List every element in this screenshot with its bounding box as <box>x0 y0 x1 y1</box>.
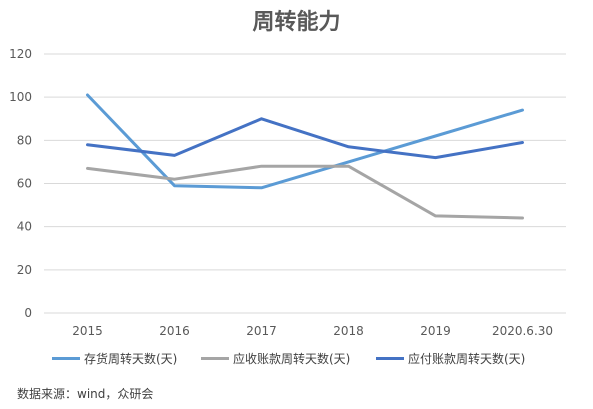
x-tick-label: 2018 <box>333 324 364 338</box>
x-tick-label: 2019 <box>420 324 451 338</box>
x-tick-label: 2017 <box>246 324 277 338</box>
legend-item-payables: 应付账款周转天数(天) <box>376 350 525 367</box>
legend-swatch-receivables <box>201 357 229 360</box>
data-source-note: 数据来源：wind，众研会 <box>17 387 154 401</box>
y-tick-label: 60 <box>17 177 32 191</box>
legend-label-receivables: 应收账款周转天数(天) <box>233 352 351 366</box>
series-line-2 <box>86 117 524 160</box>
chart-legend: 存货周转天数(天) 应收账款周转天数(天) 应付账款周转天数(天) <box>0 350 593 370</box>
x-tick-label: 2015 <box>72 324 103 338</box>
y-tick-label: 0 <box>24 306 32 320</box>
x-tick-label: 2016 <box>159 324 190 338</box>
y-tick-label: 100 <box>9 90 32 104</box>
legend-item-inventory: 存货周转天数(天) <box>52 350 177 367</box>
y-tick-label: 80 <box>17 133 32 147</box>
legend-swatch-inventory <box>52 357 80 360</box>
legend-label-inventory: 存货周转天数(天) <box>84 352 178 366</box>
legend-swatch-payables <box>376 357 404 360</box>
legend-label-payables: 应付账款周转天数(天) <box>408 352 526 366</box>
x-tick-label: 2020.6.30 <box>492 324 553 338</box>
series-line-0 <box>86 93 524 190</box>
y-tick-label: 20 <box>17 263 32 277</box>
chart-title: 周转能力 <box>252 10 341 35</box>
line-chart: 0 20 40 60 80 100 120 2015 2016 2017 2018 2019 2020… <box>9 47 566 338</box>
legend-item-receivables: 应收账款周转天数(天) <box>201 350 350 367</box>
series-line-1 <box>86 164 524 220</box>
y-tick-label: 40 <box>17 220 32 234</box>
y-tick-label: 120 <box>9 47 32 61</box>
